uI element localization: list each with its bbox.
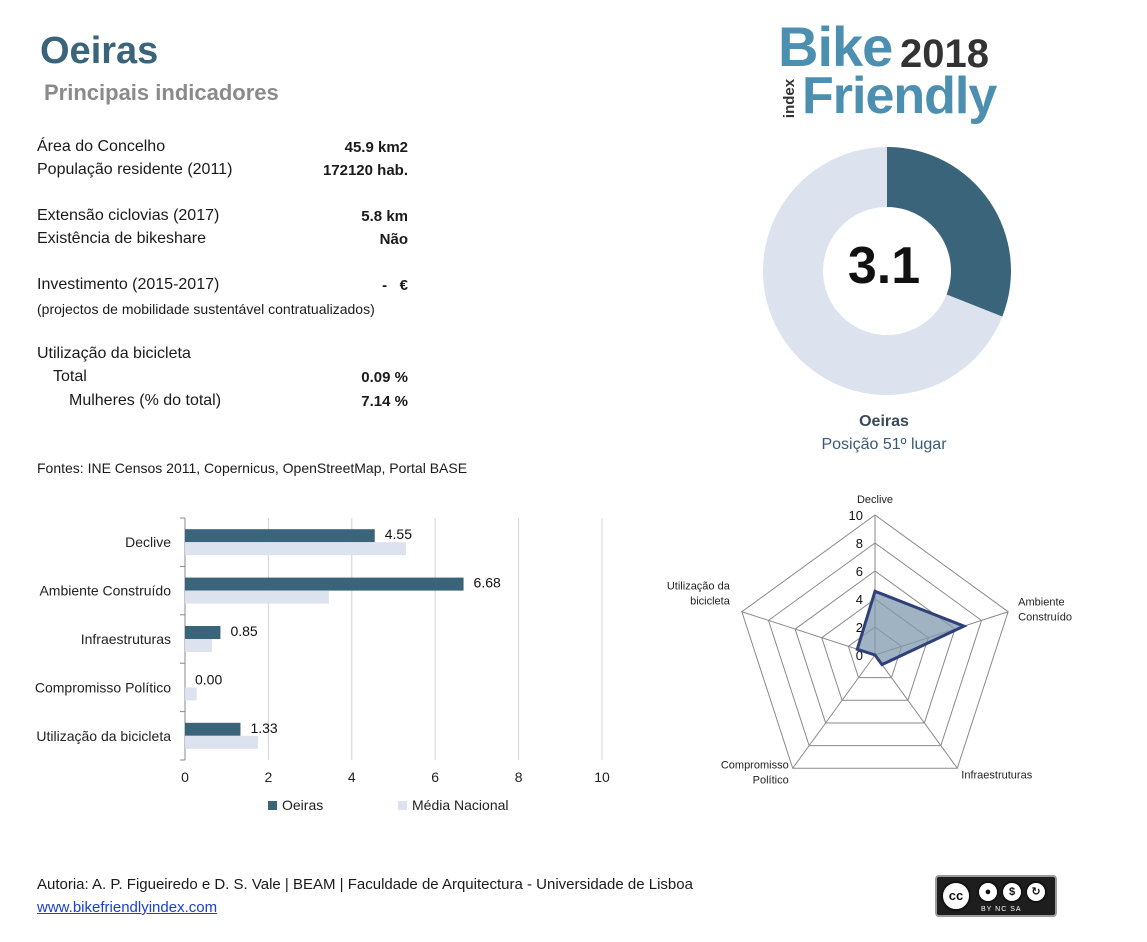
indicator-note: (projectos de mobilidade sustentável con… <box>37 301 375 317</box>
bar-media-nacional <box>185 542 407 556</box>
donut-municipality-name: Oeiras <box>859 413 909 430</box>
donut-score-slice <box>887 147 1011 317</box>
radar-axis-label: Declive <box>857 494 893 506</box>
radar-tick-label: 8 <box>856 536 863 551</box>
attribution-icon: ● <box>977 881 999 903</box>
radar-axis-label: Político <box>753 774 789 786</box>
indicator-value: 45.9 km2 <box>344 139 408 156</box>
indicator-value: 172120 hab. <box>322 162 408 179</box>
x-tick-label: 6 <box>431 769 439 785</box>
radar-axis-label: Utilização da <box>667 581 731 593</box>
category-label: Utilização da bicicleta <box>36 728 171 744</box>
radar-tick-label: 6 <box>856 564 863 579</box>
indicator-label: População residente (2011) <box>37 161 233 178</box>
radar-data-polygon <box>855 589 968 667</box>
indicators-radar-chart: 0 2 4 6 8 10 Declive Ambiente Construído Infraest… <box>667 494 1072 786</box>
indicator-value: 7.14 % <box>361 393 408 410</box>
indicator-value: 5.8 km <box>361 208 408 225</box>
page-title: Oeiras <box>40 30 159 72</box>
indicator-label: Área do Concelho <box>37 138 166 155</box>
bar-value-label: 6.68 <box>474 575 501 591</box>
radar-grid-ring <box>741 514 1009 769</box>
x-tick-label: 10 <box>594 769 610 785</box>
x-tick-label: 0 <box>181 769 189 785</box>
donut-rank-label: Posição 51º lugar <box>821 436 947 453</box>
website-link[interactable]: www.bikefriendlyindex.com <box>37 899 218 916</box>
bike-friendly-logo: Bike 2018 index Friendly <box>778 15 997 125</box>
bar-media-nacional <box>185 639 213 652</box>
radar-axis-label: bicicleta <box>690 596 731 608</box>
indicator-label: Investimento (2015-2017) <box>37 276 220 293</box>
bar-media-nacional <box>185 735 258 749</box>
bar-media-nacional <box>185 590 329 604</box>
legend-swatch-oeiras <box>268 801 277 810</box>
bar-oeiras <box>185 529 375 543</box>
x-tick-label: 4 <box>348 769 356 785</box>
legend-swatch-media <box>398 801 407 810</box>
bar-value-label: 0.85 <box>230 623 257 639</box>
bar-oeiras <box>185 626 221 639</box>
radar-grid-ring <box>767 542 983 747</box>
category-label: Declive <box>125 534 171 550</box>
bar-value-label: 1.33 <box>250 720 277 736</box>
radar-spoke <box>792 654 876 769</box>
donut-remainder-slice <box>763 147 1003 395</box>
bar-oeiras <box>185 722 241 736</box>
bar-media-nacional <box>185 687 197 701</box>
legend-label: Média Nacional <box>412 797 509 813</box>
radar-tick-label: 4 <box>856 592 863 607</box>
x-tick-label: 2 <box>265 769 273 785</box>
radar-axis-label: Compromisso <box>721 759 789 771</box>
radar-tick-label: 2 <box>856 620 863 635</box>
indicator-value: - € <box>382 277 408 294</box>
x-tick-label: 8 <box>515 769 523 785</box>
radar-tick-label: 10 <box>849 508 863 523</box>
donut-score-value: 3.1 <box>847 237 921 295</box>
creative-commons-badge[interactable]: cc ● $ ↻ BY NC SA <box>935 875 1057 917</box>
credits-text: Autoria: A. P. Figueiredo e D. S. Vale |… <box>37 876 693 893</box>
radar-axis-label: Ambiente <box>1018 597 1064 609</box>
indicators-bar-chart: 0 2 4 6 8 10 Declive 4.55 Ambiente Construído 6.6… <box>35 517 610 813</box>
category-label: Ambiente Construído <box>39 583 171 599</box>
sharealike-icon: ↻ <box>1025 881 1047 903</box>
indicator-label: Extensão ciclovias (2017) <box>37 207 220 224</box>
bar-value-label: 4.55 <box>385 526 412 542</box>
category-label: Compromisso Político <box>35 679 171 695</box>
bar-value-label: 0.00 <box>195 671 222 687</box>
radar-axis-label: Infraestruturas <box>961 769 1032 781</box>
radar-axis-label: Construído <box>1018 612 1072 624</box>
indicator-label: Utilização da bicicleta <box>37 345 191 362</box>
indicator-label: Mulheres (% do total) <box>69 392 222 409</box>
cc-icon: cc <box>941 881 971 911</box>
category-label: Infraestruturas <box>81 631 171 647</box>
noncommercial-icon: $ <box>1001 881 1023 903</box>
radar-tick-label: 0 <box>856 648 863 663</box>
indicator-value: Não <box>379 231 408 248</box>
sources-note: Fontes: INE Censos 2011, Copernicus, Ope… <box>37 460 468 476</box>
indicator-value: 0.09 % <box>361 369 408 386</box>
indicator-label: Total <box>53 368 87 385</box>
license-code: BY NC SA <box>981 906 1022 913</box>
indicator-label: Existência de bikeshare <box>37 230 206 247</box>
radar-spoke <box>741 611 876 656</box>
bar-oeiras <box>185 577 464 591</box>
radar-spoke <box>874 654 958 769</box>
score-donut-chart <box>763 147 1011 395</box>
legend-label: Oeiras <box>282 797 323 813</box>
page-subtitle: Principais indicadores <box>44 80 279 105</box>
